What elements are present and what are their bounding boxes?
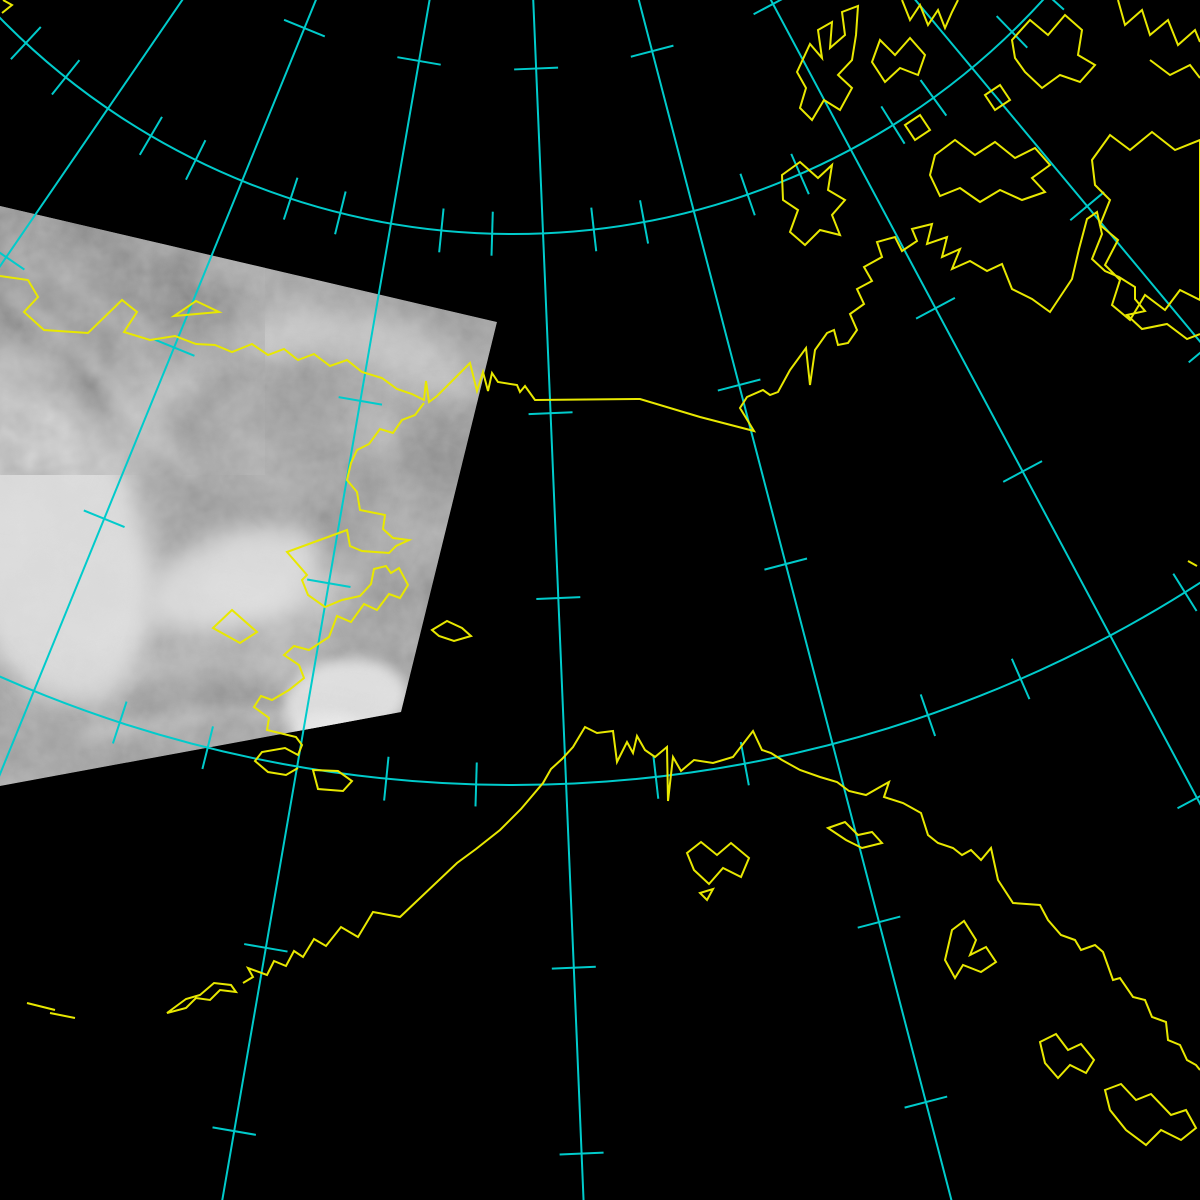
graticule-tick (383, 756, 390, 801)
graticule-tick (559, 1151, 604, 1156)
meridian-line (914, 0, 1200, 344)
graticule-tick (306, 578, 351, 588)
graticule-tick (739, 741, 750, 786)
graticule-tick (753, 0, 783, 16)
graticule-tick (790, 153, 810, 195)
coast-corner-fragment (1, 0, 14, 14)
graticule-tick (536, 596, 581, 600)
graticule-tick (857, 915, 901, 929)
island-st-lawrence (430, 619, 474, 643)
arch-banks-south (780, 160, 847, 247)
graticule-tick (514, 66, 559, 71)
graticule-tick (0, 251, 25, 271)
graticule-tick (201, 726, 214, 770)
graticule-tick (1069, 191, 1105, 222)
island-right-edge-dash (1187, 560, 1198, 567)
graticule-tick (915, 297, 956, 320)
graticule-tick (212, 1126, 257, 1136)
graticule-tick (490, 211, 494, 256)
meridian-line (221, 0, 431, 1200)
arch-banks-west (795, 4, 860, 122)
arch-top-right-2 (1149, 59, 1200, 79)
coast-siberia-alaska-north (0, 210, 1200, 433)
arch-top-spikes (901, 0, 959, 31)
meridian-line (532, 0, 585, 1200)
graticule-tick (739, 173, 756, 216)
island-kodiak-small (698, 887, 716, 902)
meridian-line (637, 0, 953, 1200)
island-aleutian-3 (166, 981, 239, 1014)
meridian-line (769, 0, 1200, 806)
graticule-tick (111, 701, 128, 744)
graticule-tick (1002, 460, 1043, 483)
coastline-layer (0, 0, 1200, 1147)
graticule-tick (652, 754, 660, 799)
graticule-tick (185, 139, 207, 181)
island-panhandle-2 (1038, 1032, 1096, 1080)
graticule-tick (717, 378, 761, 392)
arch-small-2 (903, 113, 932, 142)
arch-melville (870, 36, 927, 84)
graticule-tick (764, 557, 808, 571)
coast-chukotka-bering (252, 402, 425, 777)
graticule-tick (153, 338, 195, 357)
island-montague (825, 820, 884, 850)
island-panhandle-1 (943, 919, 998, 980)
graticule-tick (51, 59, 81, 96)
graticule-tick (630, 44, 674, 58)
island-aleutian-2 (49, 1012, 76, 1019)
graticule-tick (283, 18, 326, 38)
graticule-tick (83, 509, 125, 529)
graticule-tick (919, 79, 948, 117)
arch-prince-patrick (1010, 13, 1097, 90)
graticule-tick (10, 26, 42, 60)
island-aleutian-1 (26, 1002, 56, 1011)
graticule-tick (639, 200, 650, 244)
island-triangle (170, 299, 223, 318)
parallel-arc (0, 0, 1044, 235)
graticule-tick (995, 15, 1028, 49)
graticule-tick (338, 396, 383, 406)
graticule-tick (1010, 658, 1031, 700)
arch-middle-cluster (928, 138, 1052, 204)
graticule-tick (904, 1095, 948, 1109)
graticule-tick (551, 965, 596, 970)
arch-victoria (1090, 130, 1200, 322)
graticule-tick (528, 411, 573, 416)
graticule-tick (590, 207, 598, 252)
graticule-tick (1051, 0, 1065, 11)
graticule-tick (244, 943, 288, 953)
coast-alaska-south (242, 725, 1200, 1071)
graticule-tick (397, 56, 441, 66)
island-below-swath (311, 768, 354, 793)
island-haida-gwaii (1103, 1082, 1198, 1147)
parallel-arc (0, 581, 1200, 786)
island-anadyr-box (211, 608, 259, 645)
graticule-tick (282, 177, 299, 220)
graticule-tick (138, 116, 163, 156)
graticule-tick (438, 208, 445, 253)
arch-top-right-1 (1117, 0, 1200, 47)
graticule-tick (919, 694, 937, 737)
graticule-tick (334, 191, 347, 235)
graticule-tick (1188, 351, 1200, 364)
graticule-tick (1177, 795, 1200, 810)
graticule-tick (880, 105, 906, 145)
graticule-tick (1172, 573, 1198, 612)
meridian-line (0, 0, 184, 268)
arch-small-1 (983, 83, 1012, 112)
meridian-line (0, 0, 317, 777)
graticule-tick (474, 762, 478, 807)
island-kodiak (685, 840, 751, 886)
